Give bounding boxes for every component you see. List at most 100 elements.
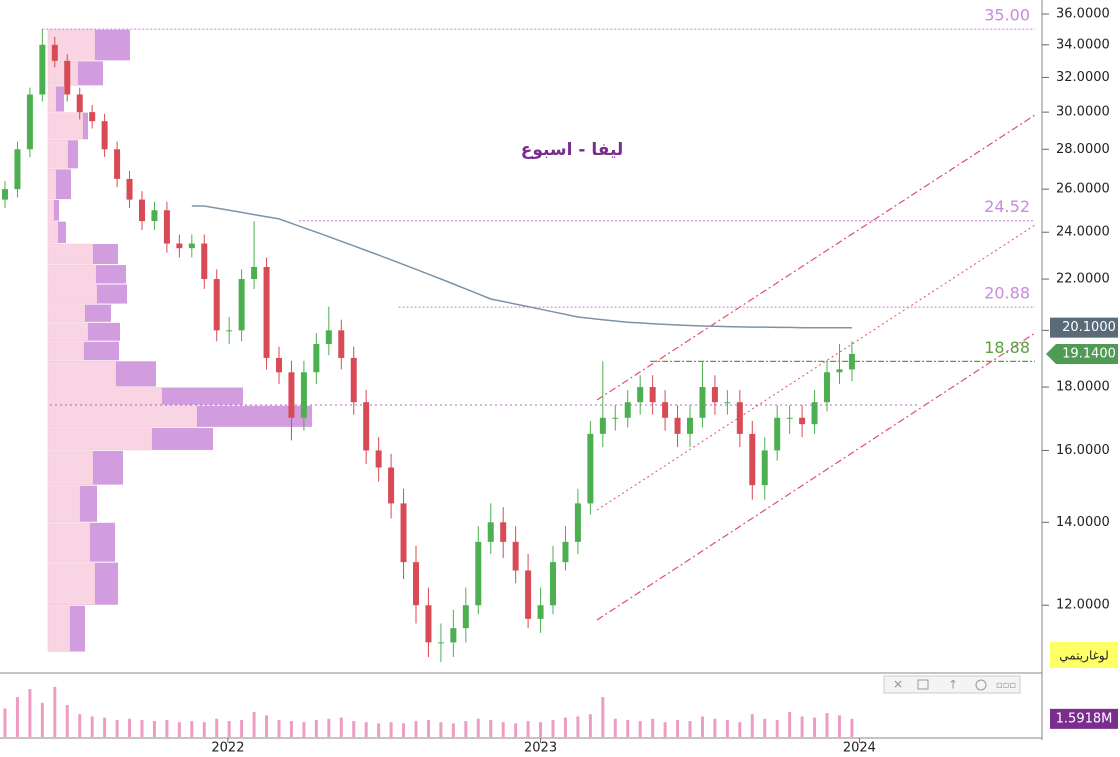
candle-body: [786, 417, 793, 419]
profile-bar-down: [83, 112, 88, 140]
volume-bar: [364, 722, 368, 737]
candle-body: [101, 121, 108, 150]
level-label: 24.52: [984, 197, 1030, 216]
candle-body: [188, 243, 195, 249]
candle-body: [14, 149, 21, 190]
profile-bar-up: [47, 112, 84, 140]
profile-bar-down: [58, 221, 66, 244]
candle-body: [176, 243, 183, 249]
candle-body: [413, 562, 419, 606]
profile-bar-up: [47, 562, 96, 605]
toolbar-settings[interactable]: [975, 679, 987, 691]
volume-bar: [90, 716, 94, 737]
candle-body: [674, 417, 681, 434]
volume-bar: [302, 722, 306, 737]
candle-body: [1, 189, 8, 200]
profile-bar-up: [47, 387, 163, 406]
profile-bar-up: [47, 86, 57, 112]
toolbar-close[interactable]: ✕: [893, 678, 903, 692]
levels: 35.00 24.52 20.88 18.88: [42, 6, 1035, 362]
profile-bar-up: [47, 264, 97, 284]
candle-body: [662, 402, 669, 418]
volume-bar: [551, 719, 555, 737]
volume-bar: [265, 715, 269, 737]
candle-body: [288, 372, 295, 418]
volume-bar: [240, 719, 244, 737]
candle-body: [612, 417, 619, 419]
volume-bar: [327, 718, 331, 737]
y-tick-label: 26.0000: [1056, 182, 1110, 197]
channel-upper: [596, 114, 1036, 401]
volume-bar: [738, 722, 742, 737]
volume-bar: [626, 719, 630, 737]
volume-bar: [165, 719, 169, 737]
candle-body: [699, 387, 706, 418]
volume-bar: [152, 721, 156, 737]
profile-bar-down: [80, 485, 97, 522]
y-tick-label: 36.0000: [1056, 7, 1110, 22]
y-tick-label: 34.0000: [1056, 37, 1110, 52]
profile-bar-up: [47, 450, 94, 485]
candle-body: [774, 417, 781, 451]
candle-body: [89, 112, 96, 122]
channel-middle: [596, 224, 1036, 511]
volume-tag-box: [1050, 708, 1118, 729]
profile-bar-up: [47, 405, 198, 428]
y-tick-label: 32.0000: [1056, 70, 1110, 85]
y-tick-label: 24.0000: [1056, 225, 1110, 240]
volume-bar: [289, 721, 293, 737]
candle-body: [375, 450, 382, 468]
volume-bar: [177, 722, 181, 737]
volume-bar: [763, 718, 767, 737]
volume-bar: [651, 718, 655, 737]
toolbar-more[interactable]: ▫▫▫: [996, 680, 1016, 691]
volume-bar: [377, 723, 381, 737]
toolbar-up[interactable]: ↑: [948, 678, 958, 692]
scale-label[interactable]: لوغاريتمي: [1059, 649, 1108, 664]
profile-bar-up: [47, 361, 117, 387]
profile-bar-up: [47, 322, 89, 341]
candle-body: [437, 642, 444, 644]
volume-bar: [215, 718, 219, 737]
profile-bar-down: [93, 450, 123, 485]
candle-body: [637, 387, 644, 403]
volume-bar: [837, 715, 841, 737]
volume-bar: [713, 718, 717, 737]
candle-body: [325, 330, 332, 344]
ma-tag-label: 20.1000: [1062, 320, 1116, 335]
candle-body: [338, 330, 345, 358]
profile-bar-up: [47, 139, 69, 169]
candle-body: [550, 562, 557, 606]
y-tick-label: 16.0000: [1056, 443, 1110, 458]
volume-bar: [339, 717, 343, 737]
volume-bar: [850, 718, 854, 737]
volume-bar: [588, 714, 592, 737]
candle-body: [226, 330, 233, 332]
volume-bar: [140, 719, 144, 737]
volume-bar: [638, 721, 642, 737]
volume-bar: [202, 722, 206, 737]
volume-bar: [414, 721, 418, 737]
candle-body: [649, 387, 656, 403]
candles: [1, 29, 855, 662]
scale-badge[interactable]: [1050, 642, 1118, 668]
toolbar-maximize[interactable]: [917, 679, 929, 690]
profile-bar-up: [47, 522, 91, 562]
candle-body: [400, 503, 407, 563]
candle-body: [836, 369, 843, 373]
profile-bar-up: [47, 221, 59, 244]
volume-bar: [501, 722, 505, 737]
candle-body: [163, 210, 170, 244]
candle-body: [251, 266, 258, 280]
candle-body: [599, 417, 606, 434]
volume-bar: [28, 689, 32, 737]
profile-bar-up: [47, 243, 94, 265]
profile-bar-down: [90, 522, 115, 562]
level-label: 18.88: [984, 338, 1030, 357]
candle-body: [238, 279, 245, 331]
price-tag-box: [1046, 343, 1118, 364]
volume-bar: [489, 719, 493, 737]
candle-body: [487, 522, 494, 542]
volume-bar: [526, 721, 530, 737]
candle-body: [76, 94, 83, 113]
